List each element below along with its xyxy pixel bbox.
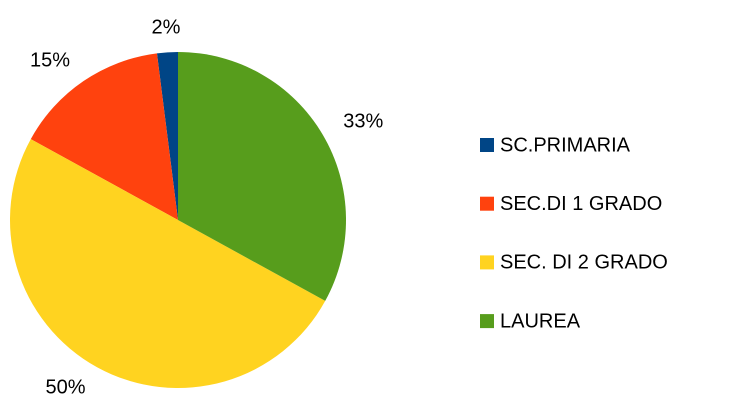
data-label: 50% — [45, 377, 85, 399]
legend-label: SEC.DI 1 GRADO — [500, 193, 662, 215]
legend-label: SC.PRIMARIA — [500, 134, 631, 156]
legend-label: LAUREA — [500, 310, 581, 332]
data-label: 2% — [151, 17, 180, 39]
pie-slice — [156, 52, 178, 220]
legend-swatch — [480, 314, 494, 329]
pie-slice — [178, 52, 346, 301]
pie-slice — [9, 139, 326, 389]
legend-swatch — [480, 138, 494, 152]
legend-swatch — [480, 196, 494, 211]
legend-swatch — [480, 255, 494, 270]
data-label: 33% — [343, 111, 383, 133]
pie-slice — [30, 53, 179, 220]
legend-label: SEC. DI 2 GRADO — [500, 252, 668, 274]
data-label: 15% — [30, 49, 70, 71]
